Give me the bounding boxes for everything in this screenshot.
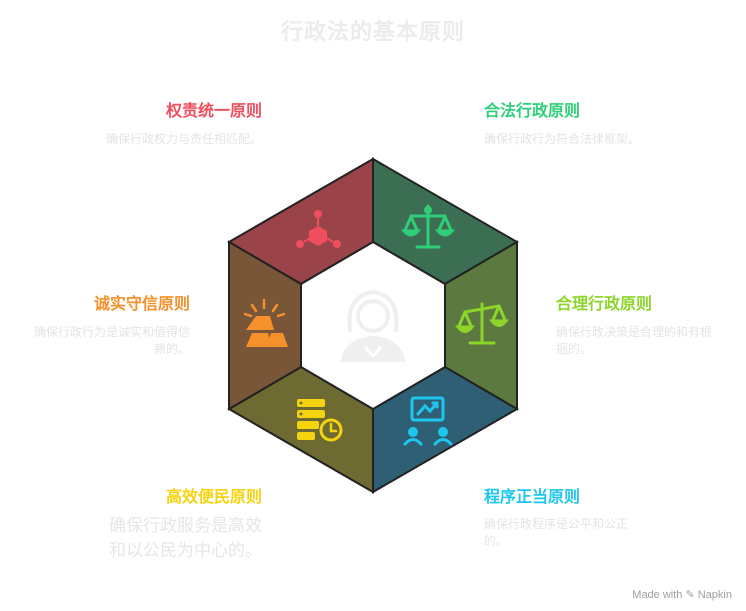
balance-icon: [454, 302, 510, 345]
presentation-people-icon: [403, 396, 453, 446]
principle-title-due-process: 程序正当原则: [484, 487, 581, 506]
principle-title-legality: 合法行政原则: [484, 101, 581, 120]
principle-desc-reasonableness: 确保行政决策是合理的和有根据的。: [556, 325, 713, 356]
network-cube-icon: [296, 210, 341, 248]
gold-bars-icon: [243, 298, 288, 347]
principle-desc-due-process: 确保行政程序是公平和公正的。: [484, 517, 629, 548]
principle-title-reasonableness: 合理行政原则: [556, 294, 653, 313]
principle-title-accountability: 权责统一原则: [165, 101, 262, 120]
center-hexagon: [300, 240, 446, 411]
principle-desc-efficiency: 确保行政服务是高效和以公民为中心的。: [109, 516, 262, 561]
principle-desc-legality: 确保行政行为符合法律框架。: [484, 132, 641, 146]
principle-title-efficiency: 高效便民原则: [165, 487, 262, 506]
server-clock-icon: [297, 399, 343, 442]
principle-desc-good-faith: 确保行政行为是诚实和值得信赖的。: [33, 325, 190, 356]
napkin-watermark: Made with ✎ Napkin: [632, 589, 732, 601]
principle-desc-accountability: 确保行政权力与责任相匹配。: [105, 132, 262, 146]
judge-icon: [340, 289, 406, 362]
diagram-title: 行政法的基本原则: [280, 20, 465, 45]
principle-title-good-faith: 诚实守信原则: [93, 294, 190, 313]
scales-icon: [400, 204, 456, 249]
